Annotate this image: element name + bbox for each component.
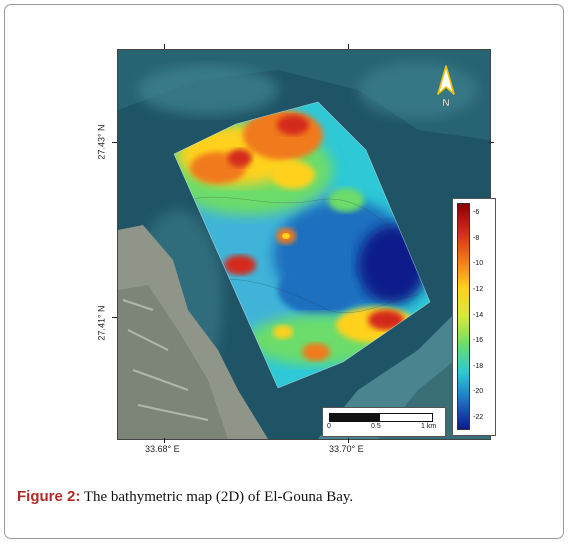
- map-image: [118, 50, 490, 439]
- north-arrow: N: [435, 64, 457, 109]
- legend-label: -12: [473, 285, 484, 293]
- north-arrow-icon: N: [437, 65, 455, 109]
- lat-label-north: 27.43° N: [96, 124, 107, 160]
- scale-segment-white: [379, 413, 433, 422]
- left-tick-top: [112, 142, 117, 143]
- legend-label: -6: [473, 209, 480, 216]
- lon-label-west: 33.68° E: [145, 444, 180, 454]
- legend-label: -8: [473, 234, 480, 242]
- right-tick-top: [489, 142, 494, 143]
- north-label: N: [442, 98, 449, 108]
- lon-label-east: 33.70° E: [329, 444, 364, 454]
- legend-label: -18: [473, 362, 484, 370]
- lat-label-south: 27.41° N: [96, 305, 107, 341]
- figure-caption: Figure 2: The bathymetric map (2D) of El…: [17, 488, 353, 506]
- bottom-tick-right: [348, 438, 349, 443]
- legend-color-bar: [457, 203, 470, 430]
- caption-text: The bathymetric map (2D) of El-Gouna Bay…: [80, 489, 354, 505]
- depth-legend: -6 -8 -10 -12 -14 -16 -18 -20 -22: [452, 198, 496, 436]
- caption-label: Figure 2:: [17, 488, 81, 505]
- legend-label: -22: [473, 414, 484, 421]
- legend-label: -20: [473, 388, 484, 396]
- scale-label-half: 0.5: [371, 423, 381, 430]
- top-tick-right: [348, 44, 349, 49]
- left-tick-bottom: [112, 317, 117, 318]
- scale-label-1km: 1 km: [421, 423, 437, 430]
- legend-label: -10: [473, 260, 484, 268]
- scale-label-0: 0: [327, 423, 331, 430]
- legend-label: -14: [473, 311, 484, 319]
- scale-bar: 0 0.5 1 km: [322, 407, 446, 437]
- legend-label: -16: [473, 337, 484, 345]
- scale-segment-black: [329, 413, 379, 422]
- top-tick-left: [164, 44, 165, 49]
- bathymetric-map: [117, 49, 491, 440]
- bottom-tick-left: [164, 438, 165, 443]
